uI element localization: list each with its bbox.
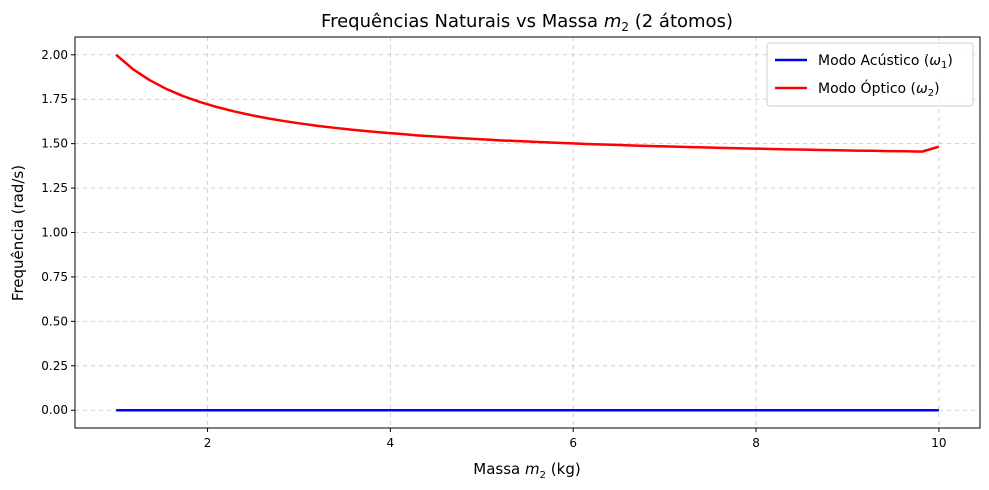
y-axis-label: Frequência (rad/s) xyxy=(9,165,27,301)
chart-title-text: Frequências Naturais vs Massa xyxy=(321,11,604,32)
legend-label-optical-var: ω xyxy=(916,81,928,97)
legend-label-optical-close: ) xyxy=(934,81,939,97)
legend-label-acoustic-close: ) xyxy=(947,53,952,69)
y-tick-label: 0.75 xyxy=(41,270,68,284)
x-tick-label: 2 xyxy=(204,436,212,450)
legend-box xyxy=(766,42,974,107)
y-tick-label: 2.00 xyxy=(41,48,68,62)
legend-label-optical: Modo Óptico (ω2) xyxy=(818,79,940,99)
series-line-optical xyxy=(115,53,940,153)
y-tick-label: 1.75 xyxy=(41,92,68,106)
y-tick-label: 1.25 xyxy=(41,181,68,195)
chart-title: Frequências Naturais vs Massa m2 (2 átom… xyxy=(321,11,733,34)
x-tick-label: 8 xyxy=(752,436,760,450)
legend-label-acoustic-var: ω xyxy=(929,53,941,69)
chart-title-suffix: (2 átomos) xyxy=(629,11,733,32)
series-layer xyxy=(115,53,940,412)
y-tick-label: 1.50 xyxy=(41,137,68,151)
x-tick-label: 10 xyxy=(931,436,946,450)
x-axis-label-unit: (kg) xyxy=(546,460,581,478)
legend-label-optical-sub: 2 xyxy=(928,88,934,99)
x-axis-label-var: m xyxy=(525,460,540,478)
legend: Modo Acústico (ω1) Modo Óptico (ω2) xyxy=(766,42,974,107)
legend-label-acoustic-text: Modo Acústico ( xyxy=(818,53,929,69)
x-axis-label: Massa m2 (kg) xyxy=(473,460,580,481)
y-tick-label: 0.25 xyxy=(41,359,68,373)
x-tick-label: 4 xyxy=(387,436,395,450)
y-tick-label: 1.00 xyxy=(41,226,68,240)
legend-label-optical-text: Modo Óptico ( xyxy=(818,79,916,97)
chart-title-sub: 2 xyxy=(621,20,629,34)
y-tick-label: 0.50 xyxy=(41,314,68,328)
x-axis-label-text: Massa xyxy=(473,460,525,478)
tick-layer: 2 4 6 8 10 0.00 0.25 0.50 0.75 1.00 1.25 1.50 1.75 2.… xyxy=(41,48,946,450)
x-tick-label: 6 xyxy=(569,436,577,450)
legend-label-acoustic: Modo Acústico (ω1) xyxy=(818,53,953,71)
x-axis-label-sub: 2 xyxy=(540,470,546,481)
y-tick-label: 0.00 xyxy=(41,403,68,417)
legend-label-acoustic-sub: 1 xyxy=(941,60,947,71)
chart-title-var: m xyxy=(604,11,622,32)
